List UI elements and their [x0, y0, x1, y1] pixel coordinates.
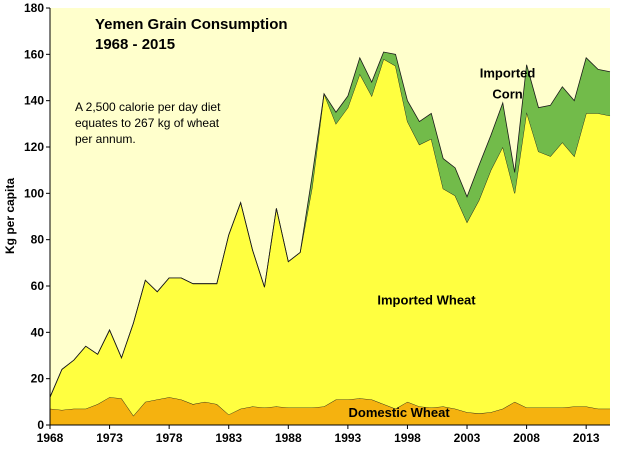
area-imported-wheat [50, 58, 610, 416]
annotation-line-2: equates to 267 kg of wheat [75, 116, 220, 130]
y-tick-label: 120 [24, 140, 44, 154]
y-tick-label: 60 [31, 279, 45, 293]
y-tick-label: 0 [37, 418, 44, 432]
series-label-domestic-wheat: Domestic Wheat [349, 405, 451, 420]
area-domestic-wheat [50, 397, 610, 425]
series-label-imported-wheat: Imported Wheat [377, 293, 476, 308]
x-tick-label: 1968 [37, 431, 64, 445]
x-tick-label: 2013 [573, 431, 600, 445]
x-tick-label: 1993 [335, 431, 362, 445]
x-tick-label: 2003 [454, 431, 481, 445]
area-layers [49, 51, 611, 425]
x-axis-ticks: 1968 1973 1978 1983 1988 1993 1998 2003 2008 2013 [37, 425, 600, 445]
annotation-line-3: per annum. [75, 132, 136, 146]
y-tick-label: 80 [31, 233, 45, 247]
area-edge-imported-corn [49, 51, 611, 398]
x-tick-label: 2008 [513, 431, 540, 445]
y-tick-label: 20 [31, 372, 45, 386]
x-tick-label: 1983 [215, 431, 242, 445]
chart-subtitle: 1968 - 2015 [95, 36, 175, 53]
y-tick-label: 160 [24, 47, 44, 61]
y-tick-label: 140 [24, 94, 44, 108]
x-tick-label: 1973 [96, 431, 123, 445]
annotation-line-1: A 2,500 calorie per day diet [75, 100, 221, 114]
y-axis-label: Kg per capita [3, 178, 17, 254]
x-tick-label: 1988 [275, 431, 302, 445]
y-axis-ticks: 0 20 40 60 80 100 120 140 160 180 [24, 1, 50, 432]
series-label-imported-corn-2: Corn [492, 86, 522, 101]
chart-title: Yemen Grain Consumption [95, 16, 288, 33]
y-tick-label: 180 [24, 1, 44, 15]
y-tick-label: 40 [31, 325, 45, 339]
series-labels: Domestic Wheat Imported Wheat Imported Corn [349, 66, 536, 420]
x-tick-label: 1998 [394, 431, 421, 445]
y-tick-label: 100 [24, 186, 44, 200]
x-tick-label: 1978 [156, 431, 183, 445]
series-label-imported-corn-1: Imported [480, 66, 536, 81]
